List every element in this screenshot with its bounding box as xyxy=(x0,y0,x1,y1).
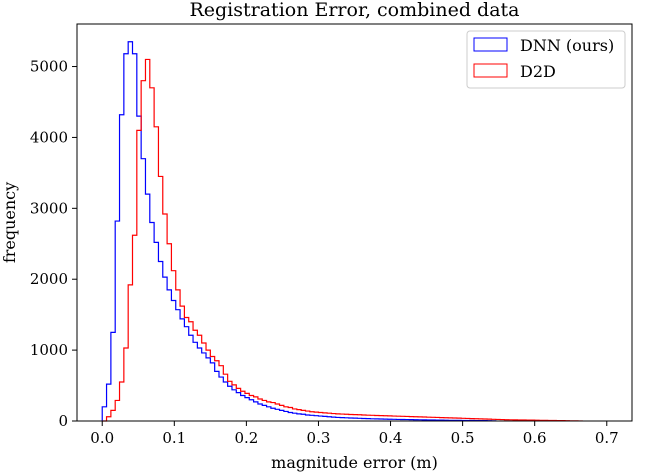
x-tick-label: 0.7 xyxy=(595,429,619,447)
y-axis-label: frequency xyxy=(0,182,19,263)
histogram-series-0 xyxy=(101,41,497,422)
x-tick-label: 0.2 xyxy=(234,429,258,447)
plot-area xyxy=(77,24,632,421)
y-tick-label: 5000 xyxy=(30,58,68,76)
x-axis-label: magnitude error (m) xyxy=(271,453,438,472)
y-tick-label: 4000 xyxy=(30,128,68,146)
legend-label-dnn: DNN (ours) xyxy=(520,36,614,55)
x-tick-label: 0.5 xyxy=(451,429,475,447)
x-tick-label: 0.1 xyxy=(162,429,186,447)
plot-frame xyxy=(76,23,633,422)
y-tick-label: 3000 xyxy=(30,199,68,217)
legend-label-d2d: D2D xyxy=(520,62,556,81)
legend-swatch-dnn xyxy=(473,37,508,52)
series-layer xyxy=(101,41,583,422)
legend: DNN (ours) D2D xyxy=(466,30,626,89)
x-tick-label: 0.0 xyxy=(90,429,114,447)
x-tick-label: 0.3 xyxy=(307,429,331,447)
y-tick-label: 1000 xyxy=(30,341,68,359)
y-axis-ticks: 0 1000 2000 3000 4000 5000 xyxy=(30,58,77,430)
histogram-series-1 xyxy=(102,58,583,422)
y-tick-label: 2000 xyxy=(30,270,68,288)
x-axis-ticks: 0.0 0.1 0.2 0.3 0.4 0.5 0.6 0.7 xyxy=(90,421,619,447)
chart-title: Registration Error, combined data xyxy=(189,0,519,21)
x-tick-label: 0.4 xyxy=(379,429,403,447)
legend-swatch-d2d xyxy=(473,63,508,78)
x-tick-label: 0.6 xyxy=(523,429,547,447)
y-tick-label: 0 xyxy=(58,412,68,430)
